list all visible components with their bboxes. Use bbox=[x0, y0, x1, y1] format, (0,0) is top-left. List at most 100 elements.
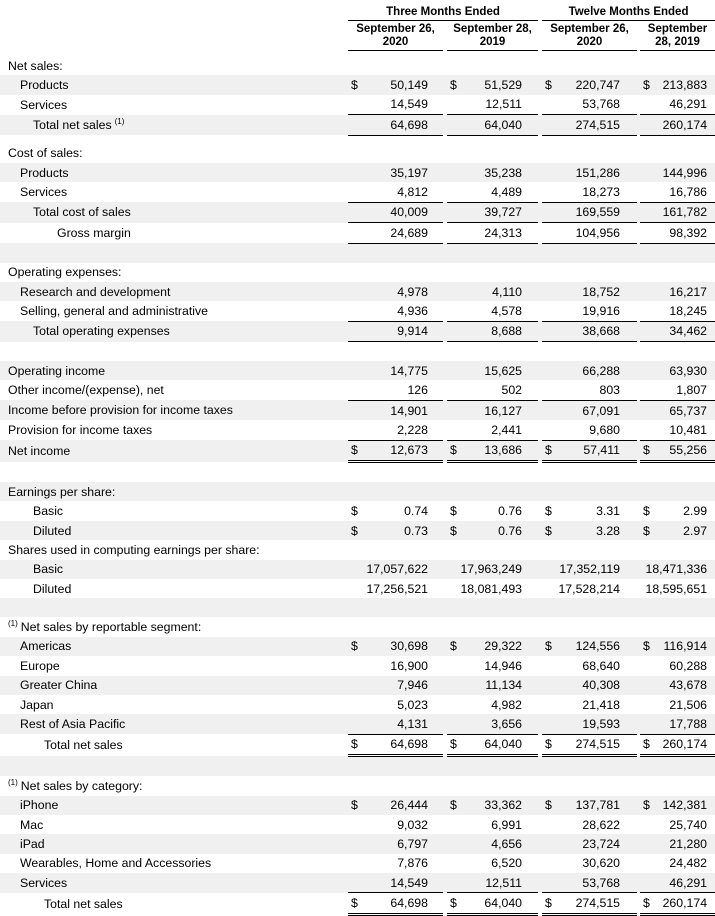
value-cell bbox=[447, 540, 538, 559]
cell-value: 19,916 bbox=[582, 303, 621, 318]
dollar-sign: $ bbox=[643, 504, 650, 519]
row-label: Gross margin bbox=[57, 225, 131, 240]
spacer-row bbox=[0, 755, 715, 777]
value-cell: 46,291 bbox=[640, 873, 715, 894]
table-header: Three Months Ended Twelve Months Ended S… bbox=[0, 2, 715, 51]
cell-value: 19,593 bbox=[582, 717, 621, 732]
value-cell: $3.31 bbox=[542, 501, 637, 520]
value-cell: 18,081,493 bbox=[447, 579, 538, 598]
column-gap bbox=[637, 361, 641, 381]
cell-value: 4,936 bbox=[397, 303, 428, 318]
value-cell bbox=[447, 482, 539, 502]
value-cell bbox=[348, 617, 443, 636]
dollar-sign: $ bbox=[351, 639, 358, 654]
value-cell bbox=[542, 617, 637, 636]
cell-value: 67,091 bbox=[582, 403, 621, 418]
row-label: Products bbox=[20, 78, 69, 93]
row-services: Services 4,812 4,489 18,273 16,786 bbox=[0, 182, 715, 203]
value-cell bbox=[640, 144, 715, 163]
row-label: Wearables, Home and Accessories bbox=[20, 856, 212, 871]
value-cell: 5,023 bbox=[348, 695, 443, 714]
value-cell: 4,656 bbox=[447, 834, 539, 854]
value-cell: 64,698 bbox=[348, 114, 443, 136]
dollar-sign: $ bbox=[643, 78, 650, 93]
column-gap bbox=[443, 520, 447, 541]
spacer-cell bbox=[0, 135, 715, 144]
column-gap bbox=[538, 520, 543, 541]
value-cell: 15,625 bbox=[447, 361, 539, 381]
value-cell: $213,883 bbox=[640, 75, 715, 95]
row-products: Products 35,197 35,238 151,286 144,996 bbox=[0, 162, 715, 183]
cell-value: 33,362 bbox=[484, 798, 523, 813]
value-cell bbox=[542, 482, 638, 502]
value-cell bbox=[348, 144, 443, 163]
row-net-sales-by-reportable-segment: (1) Net sales by reportable segment: bbox=[0, 617, 715, 636]
cell-value: 4,489 bbox=[491, 185, 523, 200]
cell-value: 2,228 bbox=[397, 422, 428, 437]
column-gap bbox=[538, 321, 543, 342]
column-gap bbox=[538, 114, 543, 136]
value-cell: 60,288 bbox=[640, 656, 715, 675]
cell-value: 57,411 bbox=[583, 443, 621, 458]
cell-value: 64,040 bbox=[484, 737, 523, 752]
value-cell: 17,528,214 bbox=[542, 579, 637, 598]
value-cell: $2.99 bbox=[640, 501, 715, 520]
cell-value: 3.31 bbox=[596, 504, 621, 519]
row-label-cell: Diluted bbox=[0, 579, 348, 598]
column-header-date: September 26, 2020 bbox=[542, 20, 638, 51]
cell-value: 151,286 bbox=[575, 165, 621, 180]
cell-value: 63,930 bbox=[669, 363, 708, 378]
cell-value: 64,040 bbox=[484, 117, 523, 132]
spacer-row bbox=[0, 598, 715, 618]
value-cell: 18,273 bbox=[542, 182, 638, 203]
row-operating-income: Operating income 14,775 15,625 66,288 63,930 bbox=[0, 361, 715, 381]
row-label: Shares used in computing earnings per sh… bbox=[8, 542, 260, 557]
value-cell: 38,668 bbox=[542, 321, 638, 343]
column-header-date: September 28, 2019 bbox=[640, 20, 715, 51]
row-label: Services bbox=[20, 185, 68, 200]
column-gap bbox=[637, 873, 641, 893]
value-cell bbox=[348, 482, 443, 502]
cell-value: 803 bbox=[599, 383, 621, 398]
value-cell: 98,392 bbox=[640, 222, 715, 244]
cell-value: 12,673 bbox=[390, 443, 428, 458]
column-gap bbox=[443, 714, 447, 735]
value-cell: 4,978 bbox=[348, 281, 443, 302]
value-cell: 6,520 bbox=[447, 854, 538, 873]
dollar-sign: $ bbox=[450, 798, 457, 813]
cell-value: 137,781 bbox=[575, 798, 621, 813]
row-japan: Japan 5,023 4,982 21,418 21,506 bbox=[0, 695, 715, 714]
cell-value: 53,768 bbox=[582, 875, 621, 890]
row-label-cell: Services bbox=[0, 873, 348, 893]
column-gap bbox=[443, 834, 447, 854]
column-gap bbox=[538, 482, 543, 502]
row-label: Greater China bbox=[20, 678, 98, 693]
cell-value: 14,901 bbox=[390, 403, 428, 418]
value-cell: $3.28 bbox=[542, 520, 638, 541]
value-cell: 14,901 bbox=[348, 400, 443, 421]
cell-value: 14,549 bbox=[390, 875, 428, 890]
value-cell: 63,930 bbox=[640, 361, 715, 381]
footnote-marker: (1) bbox=[8, 618, 18, 628]
row-iphone: iPhone $26,444 $33,362 $137,781 $142,381 bbox=[0, 795, 715, 815]
cell-value: 21,506 bbox=[669, 697, 708, 712]
row-label: Total operating expenses bbox=[33, 324, 170, 339]
row-label-cell: Basic bbox=[0, 559, 348, 579]
value-cell: 104,956 bbox=[542, 222, 638, 244]
row-label-cell: Total net sales bbox=[0, 734, 348, 755]
value-cell: $55,256 bbox=[640, 440, 715, 464]
value-cell: 4,578 bbox=[447, 301, 539, 322]
row-americas: Americas $30,698 $29,322 $124,556 $116,914 bbox=[0, 636, 715, 657]
value-cell: 64,040 bbox=[447, 114, 539, 136]
value-cell: $0.73 bbox=[348, 520, 443, 541]
value-cell: 67,091 bbox=[542, 400, 638, 421]
value-cell bbox=[348, 776, 443, 795]
twelve-months-ended-header: Twelve Months Ended bbox=[542, 2, 715, 21]
row-label-cell: Selling, general and administrative bbox=[0, 301, 348, 321]
column-header-date: September 26, 2020 bbox=[348, 20, 443, 51]
value-cell: 4,936 bbox=[348, 301, 443, 322]
value-cell: 16,900 bbox=[348, 656, 443, 675]
row-label-cell: Total net sales (1) bbox=[0, 114, 348, 136]
column-gap bbox=[637, 559, 641, 579]
row-label-cell: Net income bbox=[0, 440, 348, 462]
